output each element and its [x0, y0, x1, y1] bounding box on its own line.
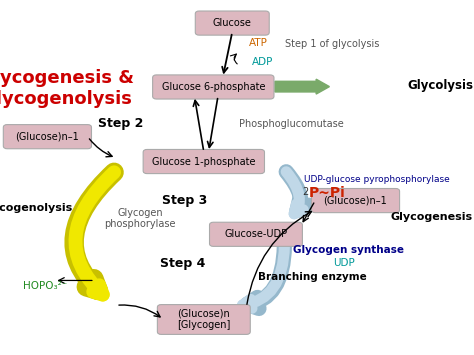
Text: Glycolysis: Glycolysis: [408, 80, 474, 92]
Text: Glycogenesis: Glycogenesis: [390, 212, 473, 222]
Text: (Glucose)n–1: (Glucose)n–1: [16, 132, 79, 142]
Text: (Glucose)n
[Glycogen]: (Glucose)n [Glycogen]: [177, 309, 230, 330]
Text: Phosphoglucomutase: Phosphoglucomutase: [239, 119, 344, 129]
Text: Glycogen
phosphorylase: Glycogen phosphorylase: [104, 208, 175, 229]
Text: Step 2: Step 2: [98, 117, 144, 130]
Text: Glucose-UDP: Glucose-UDP: [224, 229, 288, 239]
Text: (Glucose)n–1: (Glucose)n–1: [324, 196, 387, 206]
FancyBboxPatch shape: [153, 75, 274, 99]
FancyBboxPatch shape: [195, 11, 269, 35]
Text: UDP: UDP: [333, 258, 355, 268]
Text: 2: 2: [302, 187, 309, 197]
Text: Glycogen synthase: Glycogen synthase: [293, 245, 404, 255]
Text: Step 1 of glycolysis: Step 1 of glycolysis: [284, 39, 379, 49]
Text: ADP: ADP: [252, 57, 274, 67]
FancyBboxPatch shape: [210, 222, 302, 246]
Text: Branching enzyme: Branching enzyme: [258, 272, 367, 282]
FancyBboxPatch shape: [311, 189, 400, 213]
FancyArrow shape: [275, 79, 329, 94]
Text: Glycogenolysis: Glycogenolysis: [0, 203, 73, 213]
Text: Glucose: Glucose: [213, 18, 252, 28]
FancyBboxPatch shape: [157, 305, 250, 334]
Text: Glycogenesis &
Glycogenolysis: Glycogenesis & Glycogenolysis: [0, 69, 135, 108]
Text: Glucose 6-phosphate: Glucose 6-phosphate: [162, 82, 265, 92]
Text: HOPO₃²⁻: HOPO₃²⁻: [23, 281, 67, 291]
FancyBboxPatch shape: [3, 125, 91, 149]
Text: Glucose 1-phosphate: Glucose 1-phosphate: [152, 157, 255, 166]
Text: ATP: ATP: [249, 38, 268, 48]
Text: UDP-glucose pyrophosphorylase: UDP-glucose pyrophosphorylase: [304, 175, 450, 184]
Text: Step 4: Step 4: [160, 257, 205, 270]
Text: P~Pi: P~Pi: [309, 186, 346, 201]
Text: Step 3: Step 3: [162, 194, 208, 207]
FancyBboxPatch shape: [143, 149, 264, 174]
